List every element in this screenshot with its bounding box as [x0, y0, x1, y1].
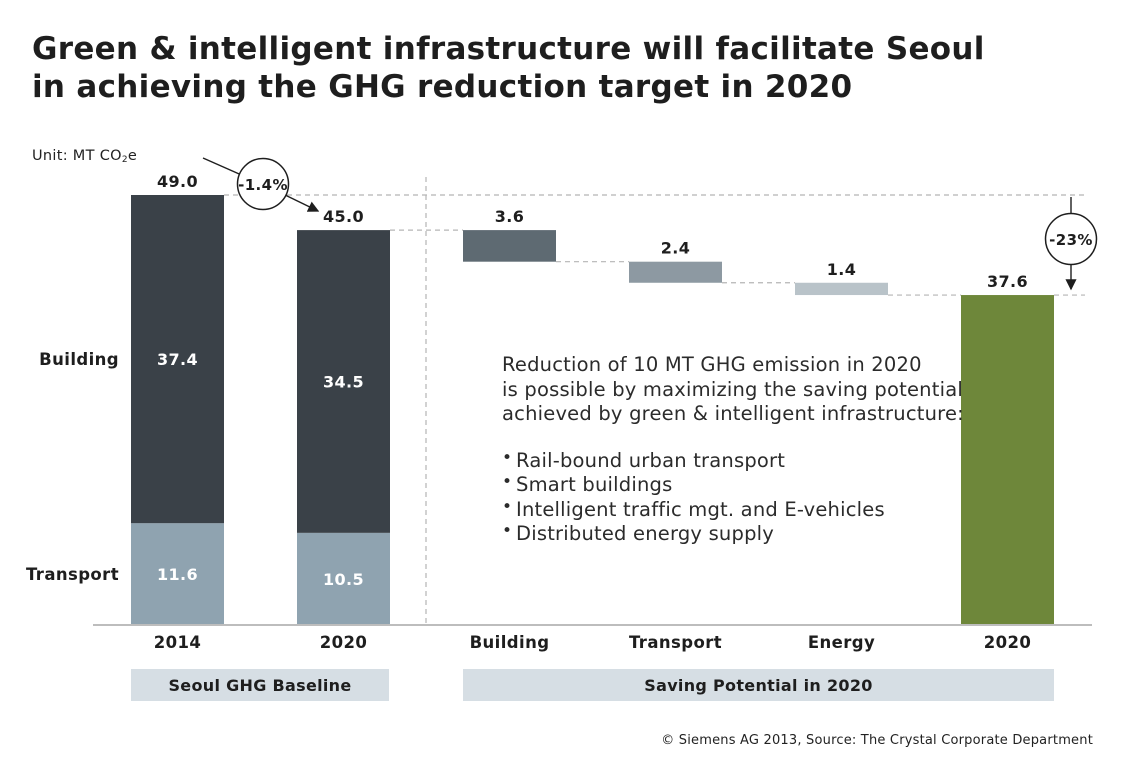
x-tick-label: 2020: [320, 633, 368, 652]
note-intro: Reduction of 10 MT GHG emission in 2020 …: [502, 353, 964, 427]
bar-saving-energy: [795, 282, 888, 296]
bar-target-2020: [961, 295, 1054, 625]
note-box: Reduction of 10 MT GHG emission in 2020 …: [502, 353, 964, 547]
note-bullet: Rail-bound urban transport: [502, 446, 922, 474]
row-label-building: Building: [39, 350, 119, 369]
data-label-total: 45.0: [323, 207, 364, 226]
note-bullet: Intelligent traffic mgt. and E-vehicles: [502, 495, 922, 523]
data-label-target: 37.6: [987, 272, 1028, 291]
data-label-transport: 11.6: [157, 565, 198, 584]
bar-saving-transport: [629, 261, 722, 283]
annotation-total-change: -23%: [1049, 231, 1093, 249]
x-tick-label: 2014: [154, 633, 202, 652]
note-intro-line: achieved by green & intelligent infrastr…: [502, 402, 964, 425]
annotation-baseline-change: -1.4%: [238, 176, 288, 194]
bar-segment-building: [131, 195, 224, 524]
unit-subscript: 2: [121, 155, 128, 165]
data-label-saving: 1.4: [827, 260, 857, 279]
x-tick-label: 2020: [984, 633, 1032, 652]
x-tick-label: Transport: [629, 633, 722, 652]
bar-saving-building: [463, 230, 556, 262]
data-label-total: 49.0: [157, 172, 198, 191]
title-line-1: Green & intelligent infrastructure will …: [32, 31, 985, 67]
note-bullet: Distributed energy supply: [502, 519, 922, 547]
copyright-footer: © Siemens AG 2013, Source: The Crystal C…: [661, 733, 1093, 748]
data-label-saving: 3.6: [495, 207, 525, 226]
x-tick-label: Energy: [808, 633, 875, 652]
note-bullets: Rail-bound urban transport Smart buildin…: [502, 446, 922, 547]
annotation-arrow: [280, 192, 320, 212]
data-label-building: 37.4: [157, 350, 198, 369]
group-label-baseline: Seoul GHG Baseline: [131, 669, 389, 701]
data-label-building: 34.5: [323, 372, 364, 391]
data-label-saving: 2.4: [661, 239, 691, 258]
title-line-2: in achieving the GHG reduction target in…: [32, 69, 853, 105]
bar-segment-transport: [131, 523, 224, 625]
unit-label: Unit: MT CO2e: [32, 148, 137, 165]
note-intro-line: is possible by maximizing the saving pot…: [502, 377, 963, 401]
data-label-transport: 10.5: [323, 570, 364, 589]
note-bullet: Smart buildings: [502, 470, 922, 498]
bar-segment-building: [297, 230, 390, 533]
unit-prefix: Unit: MT CO: [32, 148, 122, 164]
note-intro-line: Reduction of 10 MT GHG emission in 2020: [502, 353, 922, 376]
bar-segment-transport: [297, 532, 390, 625]
row-label-transport: Transport: [26, 565, 119, 584]
unit-suffix: e: [127, 148, 138, 164]
annotation-circle: [1044, 212, 1098, 266]
annotation-circle: [236, 157, 290, 211]
chart-title: Green & intelligent infrastructure will …: [32, 30, 1032, 106]
group-label-savings: Saving Potential in 2020: [463, 669, 1054, 701]
x-tick-label: Building: [470, 633, 550, 652]
